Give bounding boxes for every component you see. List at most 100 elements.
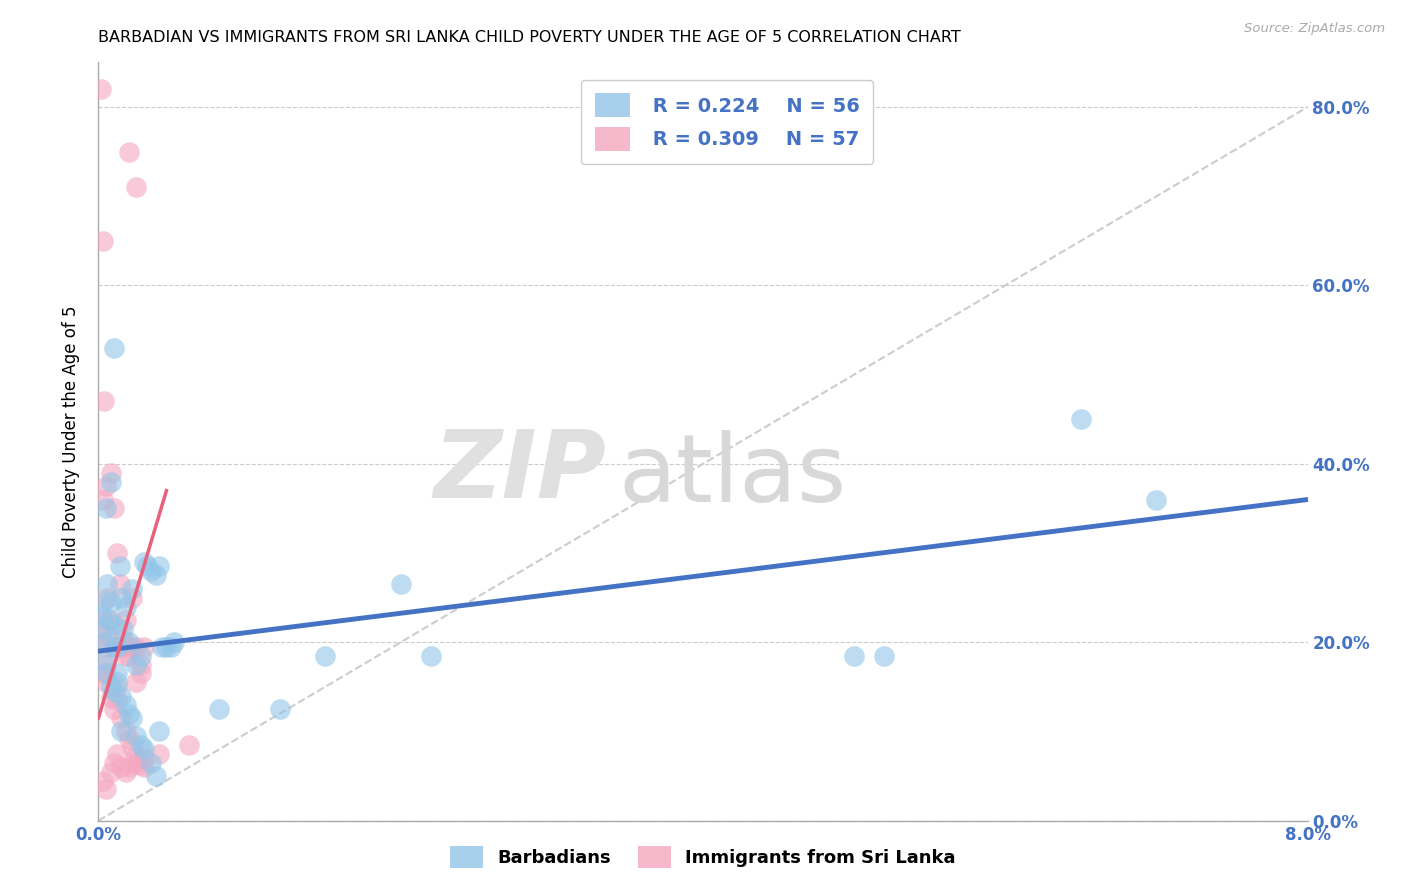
Point <box>125 675 148 690</box>
Point <box>94 501 117 516</box>
Point <box>121 591 143 605</box>
Point <box>110 689 132 703</box>
Point <box>103 501 125 516</box>
Point <box>132 751 155 765</box>
Point <box>121 640 143 654</box>
Point <box>96 591 118 605</box>
Point <box>93 394 115 409</box>
Point <box>163 635 186 649</box>
Point <box>100 613 122 627</box>
Point <box>91 773 114 788</box>
Point <box>114 648 136 663</box>
Point <box>1070 412 1092 426</box>
Text: atlas: atlas <box>619 430 846 522</box>
Point <box>125 180 148 194</box>
Point <box>91 653 114 667</box>
Point <box>121 582 143 596</box>
Text: ZIP: ZIP <box>433 425 606 518</box>
Point <box>114 613 136 627</box>
Text: Source: ZipAtlas.com: Source: ZipAtlas.com <box>1244 22 1385 36</box>
Point <box>129 648 152 663</box>
Point <box>98 613 121 627</box>
Point <box>94 479 117 493</box>
Point <box>150 640 173 654</box>
Point <box>91 234 114 248</box>
Point <box>105 640 128 654</box>
Point <box>179 738 201 752</box>
Point <box>91 492 114 507</box>
Point <box>118 648 141 663</box>
Point <box>148 747 170 761</box>
Point <box>135 559 157 574</box>
Point <box>110 760 132 774</box>
Point <box>100 475 122 489</box>
Point <box>121 740 143 755</box>
Point <box>269 702 291 716</box>
Point <box>100 764 122 779</box>
Point <box>132 640 155 654</box>
Point <box>105 693 128 707</box>
Point <box>110 724 132 739</box>
Point <box>91 666 114 681</box>
Point <box>98 631 121 645</box>
Point <box>118 706 141 721</box>
Point <box>114 724 136 739</box>
Point <box>118 640 141 654</box>
Point <box>125 756 148 770</box>
Point <box>129 666 152 681</box>
Point <box>103 702 125 716</box>
Point <box>118 145 141 159</box>
Point <box>148 559 170 574</box>
Point <box>132 742 155 756</box>
Point <box>314 648 336 663</box>
Point <box>132 555 155 569</box>
Point <box>420 648 443 663</box>
Point <box>91 613 114 627</box>
Point <box>94 675 117 690</box>
Point <box>145 568 167 582</box>
Text: BARBADIAN VS IMMIGRANTS FROM SRI LANKA CHILD POVERTY UNDER THE AGE OF 5 CORRELAT: BARBADIAN VS IMMIGRANTS FROM SRI LANKA C… <box>98 29 962 45</box>
Point <box>111 631 134 645</box>
Point <box>103 640 125 654</box>
Point <box>93 622 115 636</box>
Point <box>111 622 134 636</box>
Point <box>110 591 132 605</box>
Point <box>118 760 141 774</box>
Point <box>94 782 117 797</box>
Point <box>103 684 125 698</box>
Point <box>125 640 148 654</box>
Point <box>121 711 143 725</box>
Point <box>93 640 115 654</box>
Point <box>148 724 170 739</box>
Point <box>103 640 125 654</box>
Point <box>94 635 117 649</box>
Point <box>114 599 136 614</box>
Point <box>125 749 148 764</box>
Point <box>90 608 112 623</box>
Point <box>103 756 125 770</box>
Point <box>208 702 231 716</box>
Y-axis label: Child Poverty Under the Age of 5: Child Poverty Under the Age of 5 <box>62 305 80 578</box>
Point <box>94 657 117 672</box>
Point <box>110 711 132 725</box>
Point <box>125 729 148 743</box>
Point <box>125 657 148 672</box>
Point <box>160 640 183 654</box>
Point <box>155 640 177 654</box>
Point <box>1146 492 1168 507</box>
Point <box>90 626 112 640</box>
Point <box>110 640 132 654</box>
Point <box>105 666 128 681</box>
Point <box>105 680 128 694</box>
Point <box>108 577 131 591</box>
Point <box>132 760 155 774</box>
Legend: Barbadians, Immigrants from Sri Lanka: Barbadians, Immigrants from Sri Lanka <box>450 847 956 869</box>
Point <box>118 635 141 649</box>
Point <box>105 747 128 761</box>
Point <box>114 698 136 712</box>
Point <box>129 758 152 772</box>
Point <box>129 738 152 752</box>
Point <box>100 690 122 705</box>
Point <box>145 769 167 783</box>
Point <box>114 764 136 779</box>
